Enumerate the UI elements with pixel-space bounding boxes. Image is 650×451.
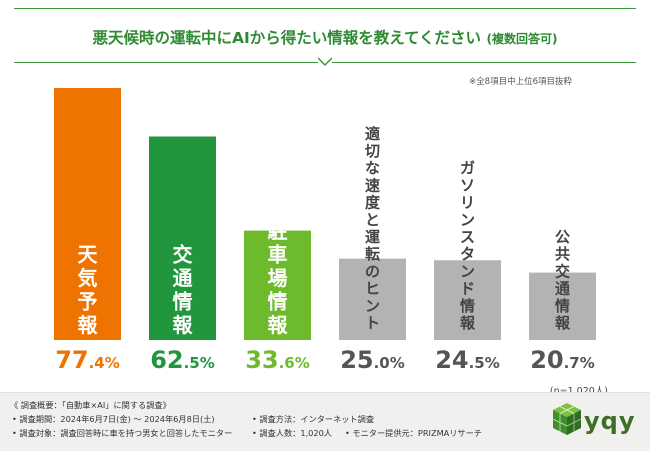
logo-cube-icon bbox=[552, 402, 582, 440]
category-label: 天気予報 bbox=[78, 243, 99, 338]
logo-wordmark: yqy bbox=[584, 407, 636, 435]
survey-target: • 調査対象：調査回答時に車を持つ男女と回答したモニター bbox=[12, 428, 233, 438]
bar-1 bbox=[54, 88, 121, 340]
chart-title-main: 悪天候時の運転中にAIから得たい情報を教えてください bbox=[92, 29, 482, 47]
survey-summary: 《 調査概要：「自動車×AI」に関する調査》 bbox=[10, 400, 171, 410]
chart-title: 悪天候時の運転中にAIから得たい情報を教えてください (複数回答可) bbox=[0, 26, 650, 48]
category-label: 交通情報 bbox=[173, 243, 194, 338]
value-label: 25.0% bbox=[340, 346, 405, 374]
excerpt-note: ※全8項目中上位6項目抜粋 bbox=[469, 77, 572, 87]
bar-6 bbox=[529, 272, 596, 340]
survey-count: • 調査人数：1,020人 bbox=[252, 428, 332, 438]
value-label: 62.5% bbox=[150, 346, 215, 374]
bar-chart: 天気予報 77.4% 交通情報 62.5% 駐車場情報 33.6% 適切な速度と運転のヒント… bbox=[54, 88, 596, 374]
category-label: ガソリンスタンド情報 bbox=[460, 159, 476, 332]
bar-3 bbox=[244, 230, 311, 340]
chart-title-sub: (複数回答可) bbox=[486, 32, 558, 46]
value-label: 24.5% bbox=[435, 346, 500, 374]
survey-period: • 調査期間：2024年6月7日(金) ～ 2024年6月8日(土) bbox=[12, 414, 215, 424]
title-top-rule bbox=[14, 8, 636, 9]
category-label: 駐車場情報 bbox=[268, 219, 289, 337]
category-label: 公共交通情報 bbox=[555, 228, 571, 332]
value-label: 77.4% bbox=[55, 346, 120, 374]
bar-5 bbox=[434, 260, 501, 340]
bar-2 bbox=[149, 136, 216, 340]
sample-size: (n=1,020人) bbox=[550, 383, 608, 397]
survey-provider: • モニター提供元：PRIZMAリサーチ bbox=[345, 428, 482, 438]
category-label: 適切な速度と運転のヒント bbox=[365, 125, 381, 332]
survey-footer: 《 調査概要：「自動車×AI」に関する調査》 • 調査期間：2024年6月7日(… bbox=[0, 392, 650, 451]
value-label: 33.6% bbox=[245, 346, 310, 374]
survey-method: • 調査方法：インターネット調査 bbox=[252, 414, 375, 424]
title-notch-icon bbox=[318, 57, 332, 67]
bar-4 bbox=[339, 258, 406, 340]
value-label: 20.7% bbox=[530, 346, 595, 374]
